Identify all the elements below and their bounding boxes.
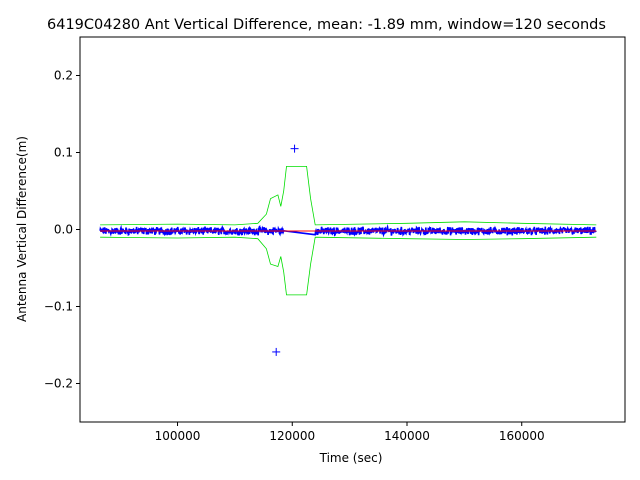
- x-tick-label: 140000: [384, 429, 430, 443]
- x-tick-label: 100000: [155, 429, 201, 443]
- chart-title: 6419C04280 Ant Vertical Difference, mean…: [47, 17, 606, 33]
- x-tick-label: 160000: [499, 429, 545, 443]
- y-tick-label: −0.2: [44, 377, 73, 391]
- y-tick-label: 0.0: [54, 223, 73, 237]
- x-axis: 100000 120000 140000 160000: [155, 422, 545, 443]
- y-tick-label: 0.2: [54, 69, 73, 83]
- x-tick-label: 120000: [269, 429, 315, 443]
- envelope-upper-line: [100, 165, 597, 226]
- x-axis-label: Time (sec): [319, 451, 383, 465]
- y-axis: −0.2 −0.1 0.0 0.1 0.2: [44, 69, 80, 391]
- y-axis-label: Antenna Vertical Difference(m): [15, 136, 29, 322]
- plot-area: [79, 36, 626, 423]
- outlier-marker: [272, 347, 281, 356]
- envelope-lower-line: [100, 236, 597, 296]
- y-tick-label: 0.1: [54, 146, 73, 160]
- y-tick-label: −0.1: [44, 300, 73, 314]
- outlier-marker: [290, 144, 299, 153]
